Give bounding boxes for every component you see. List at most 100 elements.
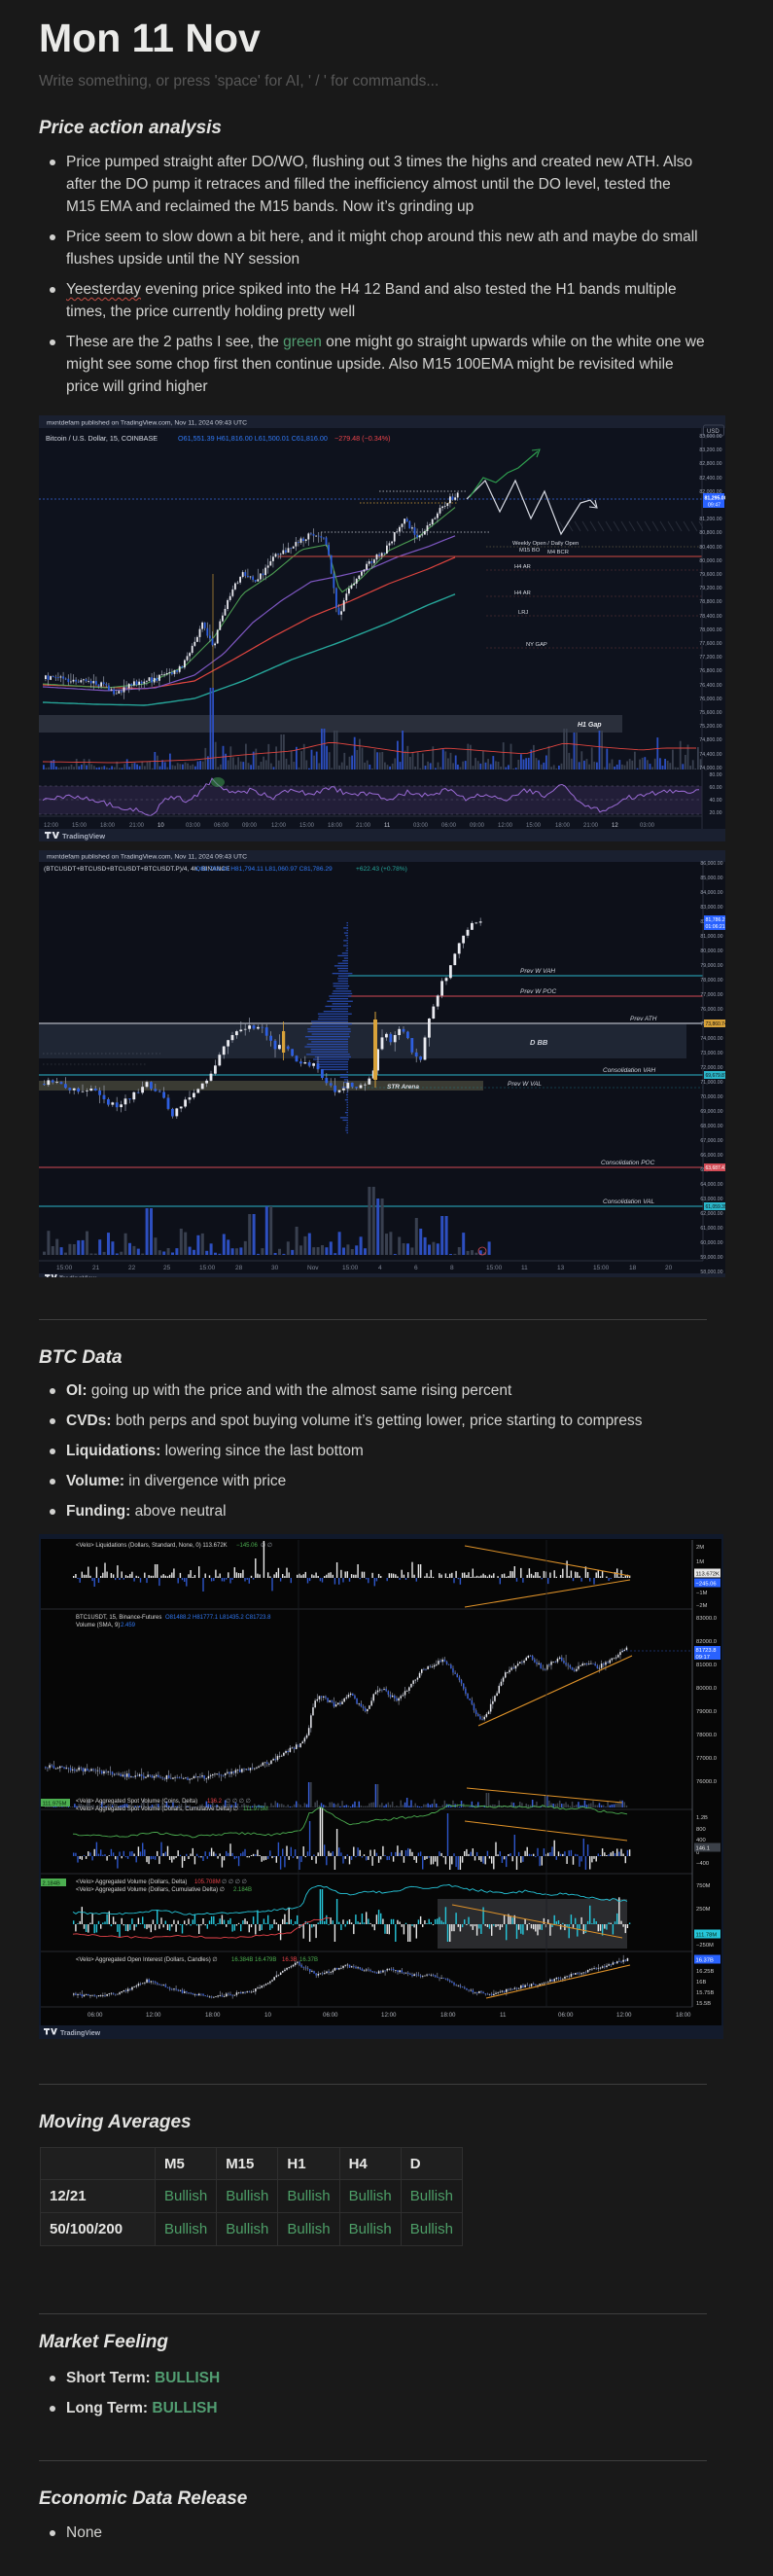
svg-text:06:00: 06:00 (88, 2012, 103, 2019)
svg-text:16.37B: 16.37B (299, 1957, 318, 1963)
svg-text:75,600.00: 75,600.00 (699, 710, 721, 716)
svg-text:73,860.74: 73,860.74 (706, 1021, 726, 1027)
svg-text:77,000.00: 77,000.00 (700, 992, 722, 998)
svg-text:BTC1USDT, 15, Binance-Futures: BTC1USDT, 15, Binance-Futures (76, 1615, 161, 1621)
svg-text:82,000.00: 82,000.00 (699, 489, 721, 495)
svg-text:76,000.00: 76,000.00 (700, 1007, 722, 1013)
svg-text:12:00: 12:00 (616, 2012, 632, 2019)
svg-text:2.184B: 2.184B (43, 1881, 61, 1887)
svg-text:74,400.00: 74,400.00 (699, 752, 721, 758)
svg-text:15:00: 15:00 (593, 1265, 610, 1271)
svg-text:79,600.00: 79,600.00 (699, 572, 721, 578)
svg-text:25: 25 (163, 1265, 171, 1271)
svg-text:81000.0: 81000.0 (696, 1663, 717, 1668)
svg-text:18:00: 18:00 (100, 823, 116, 829)
svg-text:73,000.00: 73,000.00 (700, 1051, 722, 1056)
svg-text:58,000.00: 58,000.00 (700, 1270, 722, 1275)
svg-text:30: 30 (271, 1265, 279, 1271)
svg-text:06:00: 06:00 (441, 823, 457, 829)
svg-text:Bitcoin / U.S. Dollar, 15, COI: Bitcoin / U.S. Dollar, 15, COINBASE (46, 434, 158, 443)
svg-text:136.2: 136.2 (207, 1799, 223, 1805)
svg-text:61,059.35: 61,059.35 (706, 1204, 726, 1210)
svg-text:15:00: 15:00 (486, 1265, 503, 1271)
svg-text:15:00: 15:00 (526, 823, 542, 829)
svg-text:+622.43 (+0.78%): +622.43 (+0.78%) (356, 866, 407, 873)
svg-text:81,000.00: 81,000.00 (700, 934, 722, 940)
svg-text:83000.0: 83000.0 (696, 1616, 717, 1622)
svg-text:74,800.00: 74,800.00 (699, 737, 721, 743)
svg-text:TradingView: TradingView (62, 832, 105, 841)
svg-text:15:00: 15:00 (72, 823, 88, 829)
svg-text:<Velo> Aggregated Spot Volume: <Velo> Aggregated Spot Volume (Dollars, … (76, 1806, 238, 1812)
svg-text:0: 0 (696, 1850, 699, 1856)
svg-text:79,200.00: 79,200.00 (699, 586, 721, 591)
svg-text:78,000.00: 78,000.00 (699, 627, 721, 633)
svg-text:111.975M: 111.975M (243, 1807, 268, 1812)
svg-text:<Velo> Liquidations (Dollars,: <Velo> Liquidations (Dollars, Standard, … (76, 1543, 228, 1549)
svg-text:12: 12 (612, 823, 618, 829)
svg-text:−1M: −1M (696, 1591, 708, 1596)
svg-text:18:00: 18:00 (205, 2012, 221, 2019)
svg-text:63,000.00: 63,000.00 (700, 1197, 722, 1202)
svg-text:69,000.00: 69,000.00 (700, 1109, 722, 1115)
svg-text:15.5B: 15.5B (696, 2001, 711, 2007)
svg-text:13: 13 (557, 1265, 565, 1271)
svg-text:84,000.00: 84,000.00 (700, 890, 722, 896)
svg-text:M4 BCR: M4 BCR (547, 550, 569, 555)
svg-text:77,600.00: 77,600.00 (699, 641, 721, 647)
svg-text:61,000.00: 61,000.00 (700, 1226, 722, 1232)
svg-text:21:00: 21:00 (129, 823, 145, 829)
svg-text:06:00: 06:00 (323, 2012, 338, 2019)
svg-text:81723.8: 81723.8 (696, 1648, 717, 1654)
svg-text:71,000.00: 71,000.00 (700, 1080, 722, 1086)
svg-text:81,786.29: 81,786.29 (706, 917, 726, 923)
svg-text:111.975M: 111.975M (43, 1802, 67, 1807)
svg-text:Prev W POC: Prev W POC (520, 988, 557, 995)
svg-text:01:06:21: 01:06:21 (706, 924, 725, 930)
svg-text:21:00: 21:00 (356, 823, 371, 829)
svg-text:−145.06: −145.06 (236, 1543, 259, 1549)
svg-text:TradingView: TradingView (60, 2030, 101, 2037)
svg-text:80000.0: 80000.0 (696, 1686, 717, 1692)
svg-text:16B: 16B (696, 1980, 706, 1986)
svg-text:USD: USD (707, 429, 720, 435)
svg-text:15:00: 15:00 (56, 1265, 73, 1271)
svg-text:79000.0: 79000.0 (696, 1709, 717, 1715)
svg-text:12:00: 12:00 (381, 2012, 397, 2019)
svg-text:(BTCUSDT+BTCUSD+BTCUSDT+BTCUSD: (BTCUSDT+BTCUSD+BTCUSDT+BTCUSDT.P)/4, 4h… (44, 866, 230, 873)
svg-text:03:00: 03:00 (640, 823, 655, 829)
svg-text:111.78M: 111.78M (696, 1933, 718, 1939)
svg-text:82,800.00: 82,800.00 (699, 461, 721, 467)
svg-text:−245.06: −245.06 (696, 1582, 717, 1588)
svg-text:113.672K: 113.672K (696, 1572, 720, 1578)
svg-text:15.75B: 15.75B (696, 1990, 715, 1996)
svg-text:03:00: 03:00 (413, 823, 429, 829)
svg-text:68,000.00: 68,000.00 (700, 1124, 722, 1129)
svg-text:<Velo> Aggregated Volume (Doll: <Velo> Aggregated Volume (Dollars, Delta… (76, 1879, 187, 1885)
svg-text:28: 28 (235, 1265, 243, 1271)
svg-text:NY GAP: NY GAP (526, 642, 547, 648)
svg-text:86,000.00: 86,000.00 (700, 861, 722, 867)
svg-text:83,600.00: 83,600.00 (699, 434, 721, 440)
svg-text:77000.0: 77000.0 (696, 1756, 717, 1762)
svg-text:06:00: 06:00 (558, 2012, 574, 2019)
svg-text:10: 10 (158, 823, 164, 829)
svg-text:80.00: 80.00 (710, 772, 722, 778)
svg-text:78,000.00: 78,000.00 (700, 978, 722, 984)
svg-text:M15 BO: M15 BO (519, 548, 541, 554)
svg-text:18:00: 18:00 (676, 2012, 691, 2019)
svg-text:12:00: 12:00 (146, 2012, 161, 2019)
svg-text:<Velo> Aggregated Volume (Doll: <Velo> Aggregated Volume (Dollars, Cumul… (76, 1886, 225, 1893)
svg-text:∅ ∅ ∅ ∅: ∅ ∅ ∅ ∅ (222, 1878, 247, 1885)
svg-text:80,800.00: 80,800.00 (699, 530, 721, 536)
svg-text:146.1: 146.1 (696, 1846, 711, 1852)
svg-text:16.384B 16.479B: 16.384B 16.479B (231, 1957, 276, 1963)
svg-text:1.2B: 1.2B (696, 1815, 708, 1821)
svg-text:77,200.00: 77,200.00 (699, 655, 721, 661)
svg-text:20: 20 (665, 1265, 673, 1271)
svg-text:250M: 250M (696, 1907, 711, 1913)
svg-text:<Velo> Aggregated Spot Volume: <Velo> Aggregated Spot Volume (Coins, De… (76, 1799, 197, 1805)
svg-text:18:00: 18:00 (328, 823, 343, 829)
svg-text:11: 11 (384, 823, 391, 829)
svg-text:Consolidation POC: Consolidation POC (601, 1160, 655, 1166)
